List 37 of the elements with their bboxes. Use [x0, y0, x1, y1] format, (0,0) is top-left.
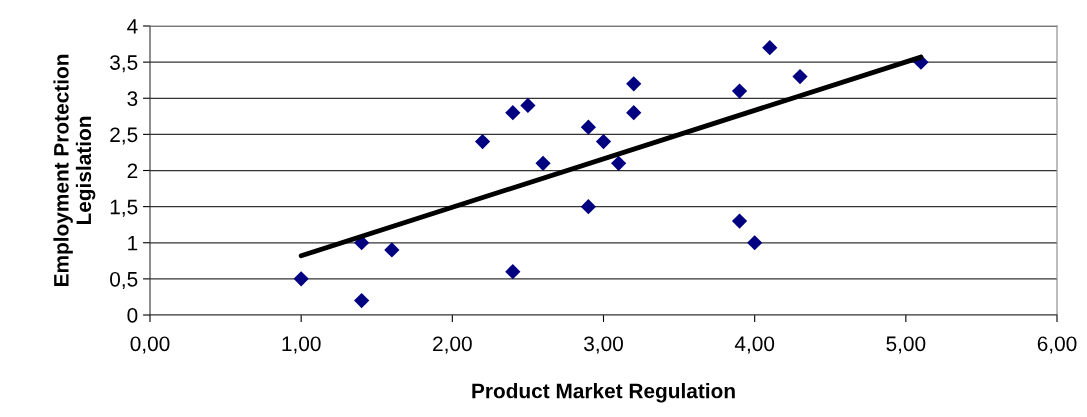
- point: [731, 213, 748, 229]
- x-tick-label: 3,00: [584, 336, 623, 354]
- y-tick-label: 3,5: [110, 55, 138, 73]
- y-tick-label: 0,5: [110, 271, 138, 290]
- point: [792, 68, 808, 85]
- x-tick-label: 4,00: [734, 336, 775, 354]
- y-tick-label: 0: [127, 308, 138, 323]
- point: [474, 133, 491, 150]
- point: [580, 119, 596, 135]
- x-tick-label: 0,00: [130, 336, 170, 354]
- y-tick-label: 1: [128, 235, 138, 251]
- x-axis-title: Product Market Regulation: [472, 383, 735, 403]
- point: [626, 76, 642, 92]
- point: [747, 235, 763, 251]
- point: [384, 242, 400, 258]
- y-tick-label: 2,5: [110, 127, 138, 145]
- point: [535, 155, 551, 171]
- x-tick-label: 5,00: [886, 336, 926, 354]
- y-tick-label: 4: [127, 19, 138, 34]
- point: [611, 155, 627, 171]
- point: [762, 40, 778, 56]
- point: [505, 105, 521, 121]
- x-tick-label: 6,00: [1037, 336, 1077, 354]
- point: [731, 83, 748, 99]
- y-tick-label: 2: [127, 163, 138, 179]
- point: [354, 292, 370, 309]
- point: [520, 97, 536, 114]
- x-tick-label: 1,00: [282, 336, 321, 354]
- point: [580, 199, 596, 215]
- point: [595, 133, 612, 150]
- x-tick-label: 2,00: [433, 336, 472, 354]
- y-tick-label: 3: [127, 91, 138, 106]
- point: [505, 264, 521, 280]
- y-tick-label: 1,5: [110, 199, 138, 217]
- point: [293, 271, 309, 287]
- point: [626, 105, 642, 121]
- y-axis-title: Employment Protection Legislation: [53, 54, 96, 287]
